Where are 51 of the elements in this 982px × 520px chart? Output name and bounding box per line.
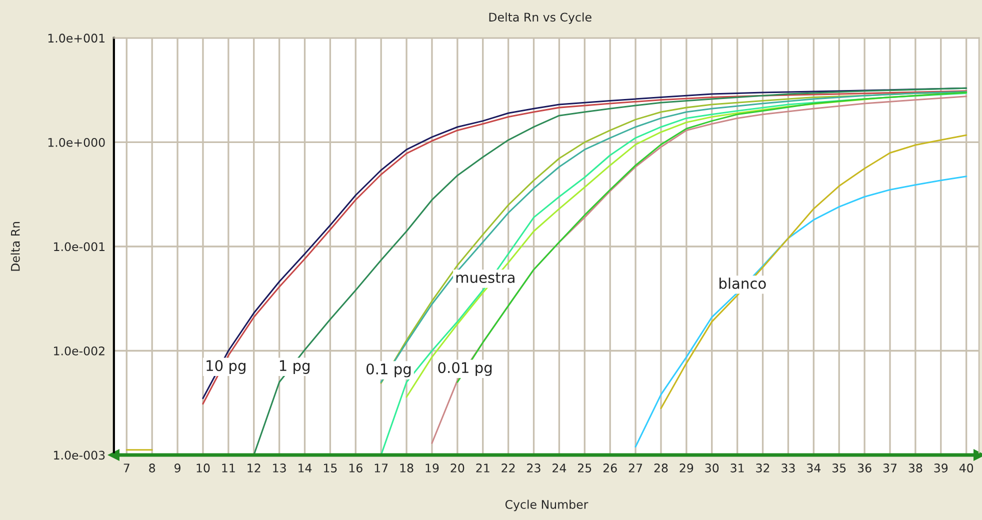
x-tick-label: 39 xyxy=(934,464,948,472)
x-tick-label: 10 xyxy=(196,464,210,472)
x-tick-label: 9 xyxy=(174,464,180,472)
x-tick-label: 28 xyxy=(654,464,668,472)
line-series xyxy=(253,87,968,455)
annotation: 0.1 pg xyxy=(366,363,411,378)
annotation: muestra xyxy=(456,272,514,284)
x-tick-label: 35 xyxy=(832,464,846,472)
x-tick-label: 12 xyxy=(248,464,260,472)
x-tick-label: 15 xyxy=(324,464,337,472)
annotation: 10 pg xyxy=(206,360,246,374)
x-tick-label: 19 xyxy=(426,464,439,472)
x-tick-label: 21 xyxy=(476,464,490,472)
x-tick-label: 22 xyxy=(502,464,515,472)
y-axis-title: Delta Rn xyxy=(10,222,20,271)
x-tick-label: 7 xyxy=(124,464,130,472)
line-series xyxy=(660,134,968,410)
x-tick-label: 27 xyxy=(628,464,642,472)
x-axis-title: Cycle Number xyxy=(505,500,588,512)
x-tick-label: 32 xyxy=(756,464,770,472)
x-tick-label: 26 xyxy=(603,464,617,472)
x-tick-label: 25 xyxy=(578,464,592,472)
x-tick-label: 30 xyxy=(705,464,719,472)
x-tick-label: 17 xyxy=(374,464,388,472)
x-tick-label: 14 xyxy=(298,464,312,472)
annotation: blanco xyxy=(720,278,766,289)
annotation: 0.01 pg xyxy=(438,362,492,376)
y-tick-label: 1.0e+001 xyxy=(48,34,104,43)
x-tick-label: 13 xyxy=(273,464,286,472)
y-tick-label: 1.0e+000 xyxy=(48,138,105,147)
annotation: 1 pg xyxy=(280,360,310,374)
x-tick-label: 31 xyxy=(730,464,744,472)
x-tick-label: 24 xyxy=(552,464,566,472)
x-tick-label: 33 xyxy=(782,464,795,472)
line-series xyxy=(634,176,968,448)
x-tick-label: 11 xyxy=(222,464,235,472)
x-tick-label: 34 xyxy=(807,464,821,472)
x-tick-label: 18 xyxy=(400,464,414,472)
x-tick-label: 38 xyxy=(908,464,922,472)
x-tick-label: 36 xyxy=(858,464,872,472)
x-tick-label: 40 xyxy=(959,464,974,472)
x-tick-label: 16 xyxy=(349,464,362,472)
x-tick-label: 23 xyxy=(527,464,540,472)
x-tick-label: 37 xyxy=(883,464,896,472)
x-tick-label: 29 xyxy=(680,464,694,472)
y-tick-label: 1.0e-003 xyxy=(54,450,105,460)
y-tick-label: 1.0e-002 xyxy=(54,346,104,356)
chart-title: Delta Rn vs Cycle xyxy=(489,12,592,24)
x-tick-label: 20 xyxy=(450,464,464,472)
y-tick-label: 1.0e-001 xyxy=(54,242,104,252)
x-tick-label: 8 xyxy=(149,464,156,472)
